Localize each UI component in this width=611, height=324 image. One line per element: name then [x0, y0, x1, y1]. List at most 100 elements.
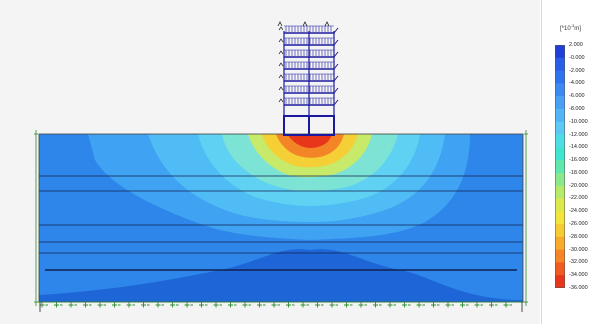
fixed-support-symbol [126, 302, 135, 308]
fixed-support-symbol [416, 302, 425, 308]
legend-swatch [555, 134, 565, 148]
legend-swatch [555, 147, 565, 161]
legend-label: -22.000 [569, 195, 588, 202]
legend-label: -6.000 [569, 93, 585, 100]
fixed-support-symbol [242, 302, 251, 308]
fixed-support-symbol [141, 302, 150, 308]
legend-label: -28.000 [569, 233, 588, 240]
lateral-load-marker [333, 87, 339, 94]
point-load-marker [324, 21, 330, 27]
fixed-support-symbol [83, 302, 92, 308]
point-load-marker [278, 38, 284, 43]
legend-swatch [555, 121, 565, 136]
legend-label: -16.000 [569, 157, 588, 164]
point-load-marker [278, 50, 284, 55]
legend-swatch [555, 96, 565, 110]
legend-label: -8.000 [569, 105, 585, 112]
point-load-marker [278, 98, 284, 103]
legend-swatch [555, 198, 565, 212]
bottom-fixed-supports [39, 302, 512, 308]
legend-label: -36.000 [569, 285, 588, 291]
legend-swatch [555, 185, 565, 199]
legend-label: -12.000 [569, 131, 588, 138]
legend-label: -26.000 [569, 221, 588, 228]
legend-swatch [555, 262, 565, 276]
fixed-support-symbol [213, 302, 222, 308]
lateral-load-marker [333, 27, 339, 34]
fixed-support-symbol [344, 302, 353, 308]
fixed-support-symbol [68, 302, 77, 308]
fixed-support-symbol [54, 302, 63, 308]
fixed-support-symbol [489, 302, 498, 308]
legend-swatch [555, 224, 565, 238]
legend-label: -4.000 [569, 80, 585, 87]
legend-panel: [*10-3m] 2.000 -0.000 -2.000 -4.000 -6.000 -8… [541, 0, 611, 324]
fixed-support-symbol [387, 302, 396, 308]
legend-label: -30.000 [569, 246, 588, 253]
fixed-support-symbol [474, 302, 483, 308]
legend-label: -0.000 [569, 54, 585, 61]
model-viewport[interactable] [0, 0, 540, 324]
point-load-marker [302, 21, 308, 27]
legend-swatch [555, 249, 565, 263]
point-load-marker [278, 74, 284, 79]
point-load-marker [278, 26, 284, 31]
fixed-support-symbol [503, 302, 512, 308]
fixed-support-symbol [431, 302, 440, 308]
fixed-support-symbol [199, 302, 208, 308]
fixed-support-symbol [315, 302, 324, 308]
legend-label: -18.000 [569, 169, 588, 176]
legend-swatch [555, 172, 565, 187]
legend-swatch [555, 275, 565, 288]
fixed-support-symbol [39, 302, 48, 308]
fixed-support-symbol [445, 302, 454, 308]
lateral-load-marker [333, 75, 339, 82]
legend-swatch [555, 70, 565, 84]
fixed-support-symbol [257, 302, 266, 308]
fixed-support-symbol [112, 302, 121, 308]
legend-swatch [555, 211, 565, 225]
fixed-support-symbol [358, 302, 367, 308]
legend-swatch [555, 83, 565, 97]
legend-label: -14.000 [569, 144, 588, 151]
point-load-marker [278, 62, 284, 67]
fixed-support-symbol [170, 302, 179, 308]
legend-unit-label: [*10-3m] [560, 23, 581, 32]
fixed-support-symbol [300, 302, 309, 308]
legend-label: -34.000 [569, 272, 588, 279]
fixed-support-symbol [271, 302, 280, 308]
lateral-load-marker [333, 51, 339, 58]
point-load-marker [278, 86, 284, 91]
fixed-support-symbol [286, 302, 295, 308]
fixed-support-symbol [402, 302, 411, 308]
soil-layer-lines [39, 175, 523, 271]
legend-swatch [555, 160, 565, 174]
fixed-support-symbol [329, 302, 338, 308]
lateral-load-marker [333, 99, 339, 106]
fixed-support-symbol [97, 302, 106, 308]
legend-label: -10.000 [569, 118, 588, 125]
legend-label: -32.000 [569, 259, 588, 266]
legend-label: -20.000 [569, 182, 588, 189]
legend-swatch [555, 236, 565, 251]
legend-bar-border [555, 45, 565, 288]
building-frame[interactable] [277, 21, 339, 136]
legend-color-bar [555, 45, 565, 288]
fixed-support-symbol [155, 302, 164, 308]
left-boundary-supports [34, 130, 38, 306]
legend-swatch [555, 57, 565, 72]
fixed-support-symbol [460, 302, 469, 308]
legend-label: -2.000 [569, 67, 585, 74]
legend-swatch [555, 45, 565, 59]
deformation-contour-plot [34, 21, 528, 312]
right-boundary-supports [524, 130, 528, 306]
legend-swatch [555, 108, 565, 123]
fixed-support-symbol [184, 302, 193, 308]
legend-label: -24.000 [569, 208, 588, 215]
contour-band-9 [287, 134, 332, 148]
legend-label: 2.000 [569, 42, 583, 48]
lateral-load-marker [333, 63, 339, 70]
soil-contours [39, 134, 523, 302]
fixed-support-symbol [373, 302, 382, 308]
